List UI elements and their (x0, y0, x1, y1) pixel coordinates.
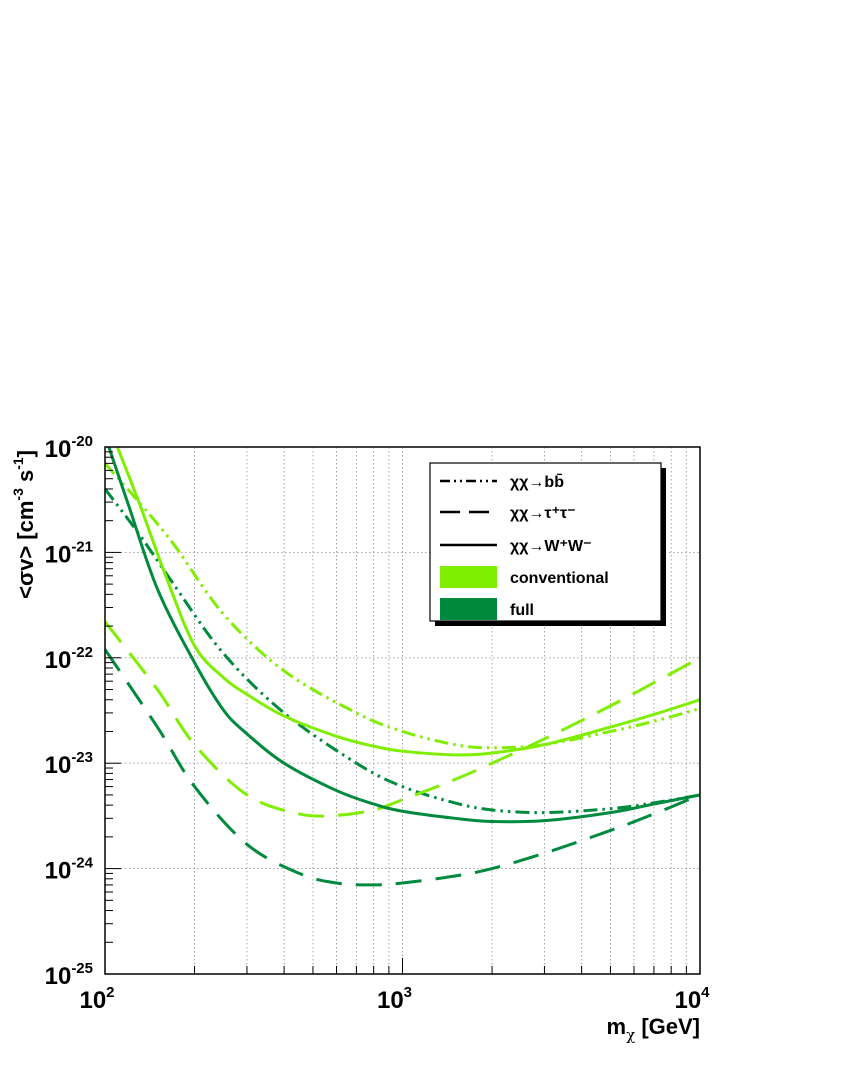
legend-label: χχ→bb̄ (510, 472, 564, 491)
series-group (105, 447, 700, 887)
y-tick-labels: 10-25 10-24 10-23 10-22 10-21 10-20 (45, 433, 94, 990)
legend: χχ→bb̄ χχ→τ⁺τ⁻ χχ→W⁺W⁻ conventional full (429, 462, 666, 626)
legend-box (429, 462, 662, 622)
legend-swatch-conventional (440, 566, 497, 588)
y-tick-label: 10-22 (45, 644, 93, 674)
x-tick-labels: 102 103 104 (79, 984, 710, 1014)
y-tick-label: 10-23 (45, 749, 93, 779)
legend-label: conventional (510, 570, 609, 587)
legend-label: full (510, 602, 534, 619)
series-line-tautau-full (105, 648, 700, 887)
x-tick-label: 103 (377, 984, 412, 1014)
y-axis-title: <σv> [cm-3 s-1] (10, 450, 38, 599)
series-line-WW-full (107, 447, 700, 824)
grid (105, 447, 700, 974)
y-tick-label: 10-24 (45, 855, 94, 885)
series-line-bb-full (105, 488, 700, 815)
x-axis-title: mχ [GeV] (607, 1014, 700, 1044)
y-tick-label: 10-20 (45, 433, 93, 463)
series-line-bb-conventional (105, 462, 700, 750)
y-tick-label: 10-25 (45, 960, 93, 990)
series-line-WW-conventional (115, 447, 700, 757)
legend-label: χχ→τ⁺τ⁻ (510, 505, 576, 522)
x-tick-label: 102 (79, 984, 114, 1014)
x-tick-label: 104 (674, 984, 710, 1014)
legend-swatch-full (440, 598, 497, 620)
legend-label: χχ→W⁺W⁻ (510, 538, 592, 555)
axis-ticks (104, 451, 701, 975)
y-tick-label: 10-21 (45, 538, 93, 568)
